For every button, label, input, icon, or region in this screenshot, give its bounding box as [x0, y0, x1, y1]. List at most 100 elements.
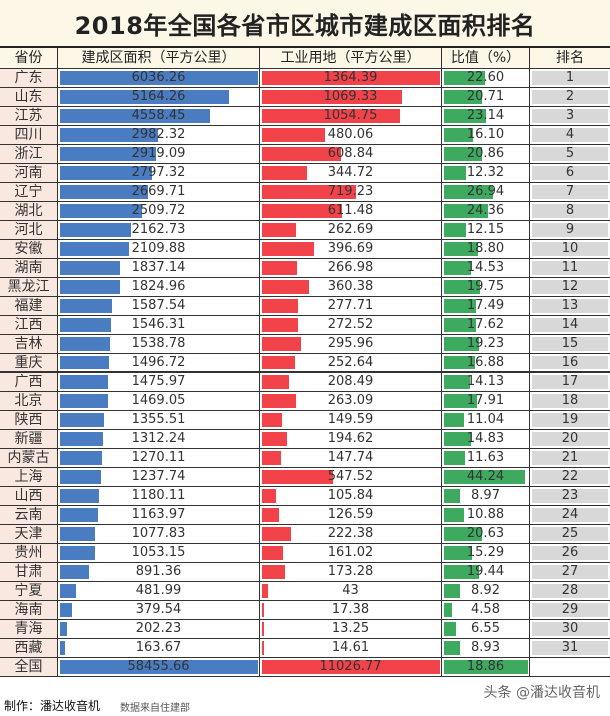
ratio-cell: 14.13 — [442, 373, 530, 391]
rank-cell: 3 — [530, 107, 610, 125]
ratio-cell: 20.86 — [442, 145, 530, 163]
province-cell: 陕西 — [0, 411, 58, 429]
table-row: 陕西 1355.51 149.59 11.04 19 — [0, 411, 610, 430]
table-row: 湖北 2509.72 611.48 24.36 8 — [0, 202, 610, 221]
table-row: 西藏 163.67 14.61 8.93 31 — [0, 639, 610, 658]
province-cell: 广西 — [0, 373, 58, 391]
province-cell-value: 四川 — [14, 127, 43, 143]
rank-cell: 4 — [530, 126, 610, 144]
ratio-cell: 8.92 — [442, 582, 530, 600]
area-cell-value: 2162.73 — [131, 222, 186, 237]
province-cell-value: 全国 — [14, 659, 43, 675]
table-row: 安徽 2109.88 396.69 18.80 10 — [0, 240, 610, 259]
area-bar — [60, 565, 90, 579]
rank-cell: 23 — [530, 487, 610, 505]
industrial-cell: 277.71 — [260, 297, 442, 315]
rank-cell-value: 13 — [561, 298, 579, 313]
industrial-bar — [262, 413, 282, 427]
area-cell: 5164.26 — [58, 88, 260, 106]
industrial-cell-value: 1069.33 — [323, 89, 378, 104]
table-row: 浙江 2919.09 608.84 20.86 5 — [0, 145, 610, 164]
ratio-bar — [444, 356, 475, 369]
ratio-cell: 19.44 — [442, 563, 530, 581]
province-cell: 宁夏 — [0, 582, 58, 600]
area-cell-value: 1237.74 — [131, 469, 186, 484]
ratio-cell-value: 20.71 — [466, 89, 505, 104]
area-cell-value: 58455.66 — [127, 659, 190, 674]
area-bar — [60, 584, 76, 598]
table-row: 贵州 1053.15 161.02 15.29 26 — [0, 544, 610, 563]
ratio-cell-value: 4.58 — [471, 602, 500, 617]
ratio-cell: 17.91 — [442, 392, 530, 410]
area-cell: 2797.32 — [58, 164, 260, 182]
rank-cell: 18 — [530, 392, 610, 410]
total-row: 全国 58455.66 11026.77 18.86 — [0, 658, 610, 677]
area-cell: 1824.96 — [58, 278, 260, 296]
province-cell-value: 广东 — [14, 70, 43, 86]
province-cell: 新疆 — [0, 430, 58, 448]
rank-cell: 25 — [530, 525, 610, 543]
province-cell-value: 黑龙江 — [7, 279, 50, 295]
area-cell: 1077.83 — [58, 525, 260, 543]
area-cell-value: 4558.45 — [131, 108, 186, 123]
rank-cell-empty — [530, 658, 610, 676]
area-cell: 1546.31 — [58, 316, 260, 334]
rank-shade — [532, 128, 608, 142]
ratio-cell: 17.49 — [442, 297, 530, 315]
rank-cell: 26 — [530, 544, 610, 562]
ratio-cell: 20.71 — [442, 88, 530, 106]
ratio-bar — [444, 394, 477, 408]
ratio-bar — [444, 318, 477, 332]
area-cell: 1355.51 — [58, 411, 260, 429]
ratio-cell-value: 20.63 — [466, 526, 505, 541]
rank-cell: 17 — [530, 373, 610, 391]
industrial-bar — [262, 242, 314, 256]
area-cell: 202.23 — [58, 620, 260, 638]
ratio-bar — [444, 565, 480, 579]
province-cell: 山东 — [0, 88, 58, 106]
ratio-cell: 12.32 — [442, 164, 530, 182]
area-bar — [60, 622, 67, 636]
industrial-cell: 194.62 — [260, 430, 442, 448]
province-cell: 四川 — [0, 126, 58, 144]
area-cell-value: 1824.96 — [131, 279, 186, 294]
rank-cell: 14 — [530, 316, 610, 334]
province-cell-value: 西藏 — [14, 640, 43, 656]
area-bar — [60, 242, 130, 256]
ratio-cell-value: 8.92 — [471, 583, 500, 598]
industrial-cell: 14.61 — [260, 639, 442, 657]
ratio-bar — [444, 299, 476, 313]
industrial-bar — [262, 128, 325, 142]
rank-cell: 6 — [530, 164, 610, 182]
ratio-bar — [444, 280, 481, 294]
industrial-cell: 147.74 — [260, 449, 442, 467]
ratio-bar — [444, 641, 461, 655]
industrial-cell-value: 147.74 — [327, 450, 374, 465]
rank-cell-value: 2 — [565, 89, 575, 104]
area-cell: 1496.72 — [58, 354, 260, 371]
ratio-cell: 18.86 — [442, 658, 530, 676]
table-row: 吉林 1538.78 295.96 19.23 15 — [0, 335, 610, 354]
rank-cell-value: 30 — [561, 621, 579, 636]
rank-cell: 7 — [530, 183, 610, 201]
area-cell: 6036.26 — [58, 69, 260, 87]
rank-cell-value: 10 — [561, 241, 579, 256]
industrial-bar — [262, 546, 283, 560]
rank-cell-value: 20 — [561, 431, 579, 446]
rank-shade — [532, 489, 608, 503]
rank-cell: 8 — [530, 202, 610, 220]
watermark: 头条 @潘达收音机 — [483, 685, 600, 701]
area-bar — [60, 489, 99, 503]
credit-text: 制作：潘达收音机 — [4, 699, 101, 713]
province-cell: 全国 — [0, 658, 58, 676]
industrial-cell-value: 1054.75 — [323, 108, 378, 123]
ratio-bar — [444, 584, 461, 598]
rank-cell: 9 — [530, 221, 610, 239]
area-cell: 1053.15 — [58, 544, 260, 562]
rank-cell-value: 9 — [565, 222, 575, 237]
province-cell: 海南 — [0, 601, 58, 619]
area-bar — [60, 470, 101, 484]
industrial-cell: 480.06 — [260, 126, 442, 144]
province-cell: 福建 — [0, 297, 58, 315]
table-row: 四川 2982.32 480.06 16.10 4 — [0, 126, 610, 145]
